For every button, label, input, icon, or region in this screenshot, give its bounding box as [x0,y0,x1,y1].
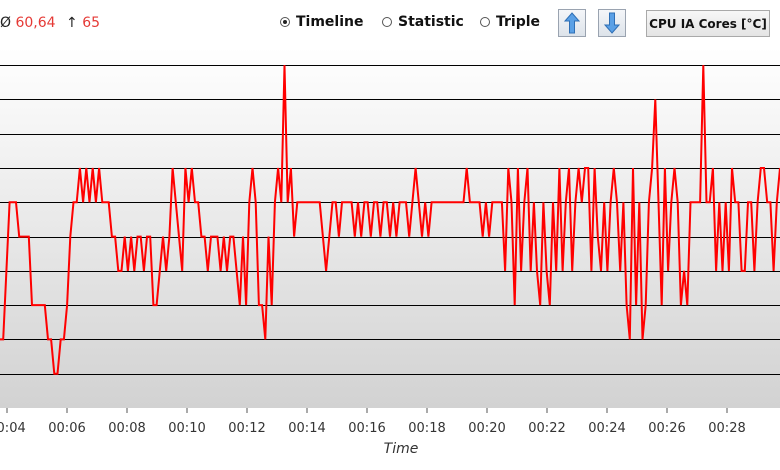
timeline-chart: 00:04 00:06 00:08 00:10 00:12 00:14 00:16 00:18… [0,48,780,457]
x-tick-label: 00:22 [528,421,565,436]
x-tick-label: 00:14 [288,421,325,436]
radio-circle-statistic[interactable] [382,17,392,27]
x-tick-label: 00:04 [0,421,26,436]
average-symbol: Ø [0,15,12,31]
radio-circle-timeline[interactable] [280,17,290,27]
radio-statistic[interactable]: Statistic [382,14,464,30]
average-number: 60,64 [15,15,56,31]
radio-label-statistic: Statistic [398,14,464,30]
arrow-up-icon [564,12,580,34]
maximum-symbol: ↑ [66,15,78,31]
x-tick-label: 00:08 [108,421,145,436]
x-tick-label: 00:24 [588,421,625,436]
average-value: Ø 60,64 [0,15,56,31]
maximum-number: 65 [82,15,101,31]
sensor-select-button[interactable]: CPU IA Cores [°C] [646,10,770,37]
x-tick-label: 00:12 [228,421,265,436]
series-line [0,65,780,375]
x-tick-label: 00:10 [168,421,205,436]
x-tick-label: 00:26 [648,421,685,436]
move-up-button[interactable] [558,9,586,37]
x-tick-label: 00:06 [48,421,85,436]
maximum-value: ↑ 65 [66,15,100,31]
radio-timeline[interactable]: Timeline [280,14,364,30]
radio-circle-triple[interactable] [480,17,490,27]
arrow-down-icon [604,12,620,34]
x-axis-label: Time [384,441,419,457]
x-axis-ticks: 00:04 00:06 00:08 00:10 00:12 00:14 00:16 00:18… [0,408,746,436]
radio-label-triple: Triple [496,14,541,30]
x-tick-label: 00:28 [708,421,745,436]
x-tick-label: 00:18 [408,421,445,436]
radio-triple[interactable]: Triple [480,14,540,30]
move-down-button[interactable] [598,9,626,37]
x-tick-label: 00:20 [468,421,505,436]
x-tick-label: 00:16 [348,421,385,436]
toolbar: Ø 60,64 ↑ 65 Timeline Statistic Triple C… [0,0,780,48]
radio-label-timeline: Timeline [296,14,364,30]
gridlines [0,65,780,375]
